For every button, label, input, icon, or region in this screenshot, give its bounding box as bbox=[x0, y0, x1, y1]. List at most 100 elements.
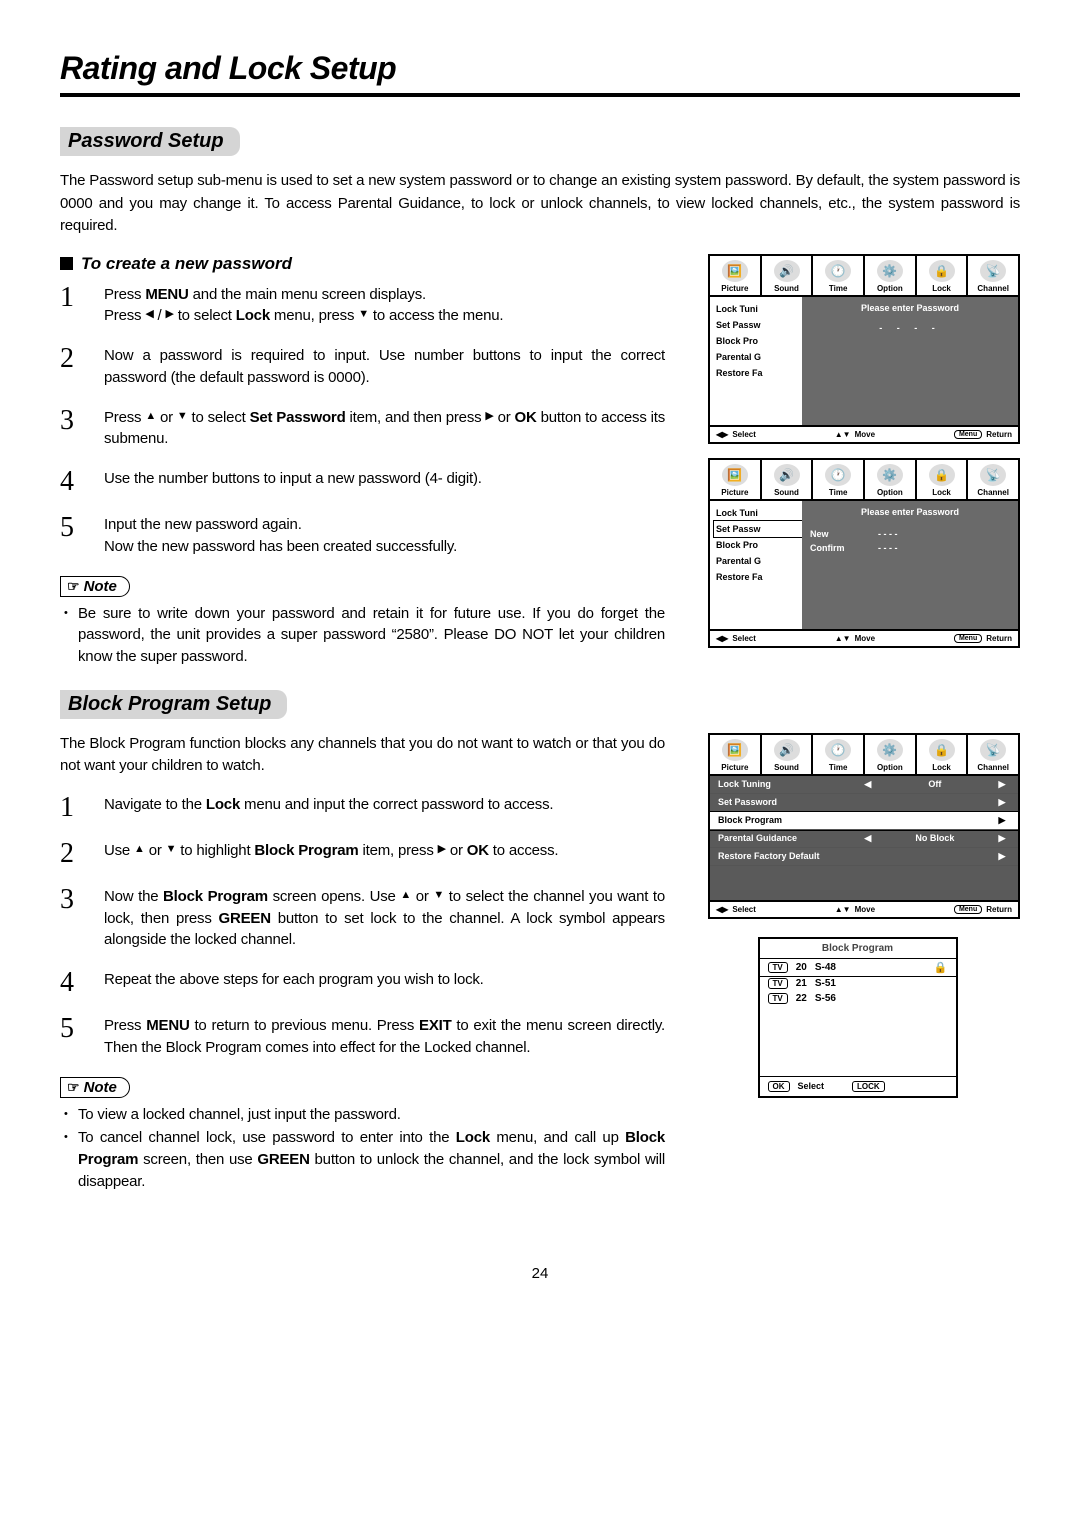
osd-confirm: Confirm bbox=[810, 543, 860, 553]
picture-icon: 🖼️ bbox=[722, 260, 748, 282]
lock-badge: LOCK bbox=[852, 1081, 885, 1092]
osd-side-item: Lock Tuni bbox=[714, 505, 802, 521]
pw-dots: - - - - bbox=[810, 323, 1010, 333]
osd-tab-time: 🕐Time bbox=[813, 254, 865, 297]
osd-menu-row: Parental Guidance◀No Block▶ bbox=[710, 830, 1018, 848]
osd-tab-lock: 🔒Lock bbox=[917, 254, 969, 297]
step-number: 5 bbox=[60, 514, 84, 558]
bp-title: Block Program bbox=[760, 939, 956, 959]
osd-tab-sound: 🔊Sound bbox=[762, 458, 814, 501]
bp-channel-row: TV20S-48🔒 bbox=[760, 959, 956, 976]
lr-icon: ◀▶ bbox=[716, 634, 728, 643]
note-text: Be sure to write down your password and … bbox=[64, 603, 665, 668]
page-number: 24 bbox=[60, 1265, 1020, 1282]
note-text: To view a locked channel, just input the… bbox=[64, 1104, 665, 1126]
tv-badge-icon: TV bbox=[768, 978, 788, 989]
time-icon: 🕐 bbox=[825, 739, 851, 761]
osd-menu-row: Block Program▶ bbox=[710, 812, 1018, 830]
osd-block-program-list: Block Program TV20S-48🔒TV21S-51TV22S-56 … bbox=[758, 937, 958, 1098]
page-title: Rating and Lock Setup bbox=[60, 50, 1020, 97]
osd-tab-picture: 🖼️Picture bbox=[710, 458, 762, 501]
osd-tab-option: ⚙️Option bbox=[865, 458, 917, 501]
osd-side-item: Restore Fa bbox=[714, 365, 802, 381]
hand-icon: ☞ bbox=[67, 578, 80, 595]
osd-tab-lock: 🔒Lock bbox=[917, 458, 969, 501]
sound-icon: 🔊 bbox=[774, 739, 800, 761]
ud-icon: ▲▼ bbox=[835, 430, 851, 439]
osd-menu-row: Lock Tuning◀Off▶ bbox=[710, 776, 1018, 794]
left-arrow-icon: ◀ bbox=[145, 307, 153, 323]
step-number: 2 bbox=[60, 345, 84, 389]
hand-icon: ☞ bbox=[67, 1079, 80, 1096]
create-password-subhead: To create a new password bbox=[81, 254, 292, 274]
osd-prompt: Please enter Password bbox=[810, 303, 1010, 313]
osd-new: New bbox=[810, 529, 860, 539]
step-text: Press MENU and the main menu screen disp… bbox=[104, 284, 665, 328]
right-arrow-icon: ▶ bbox=[485, 409, 493, 425]
time-icon: 🕐 bbox=[825, 464, 851, 486]
osd-tab-sound: 🔊Sound bbox=[762, 254, 814, 297]
up-arrow-icon: ▲ bbox=[400, 888, 411, 904]
right-arrow-icon: ▶ bbox=[165, 307, 173, 323]
ud-icon: ▲▼ bbox=[835, 905, 851, 914]
step-number: 5 bbox=[60, 1015, 84, 1059]
ok-badge: OK bbox=[768, 1081, 790, 1092]
lr-icon: ◀▶ bbox=[716, 430, 728, 439]
note-badge: ☞ Note bbox=[60, 576, 130, 597]
lock-icon: 🔒 bbox=[934, 961, 948, 974]
osd-tab-option: ⚙️Option bbox=[865, 733, 917, 776]
osd-tab-picture: 🖼️Picture bbox=[710, 254, 762, 297]
osd-menu-row: Set Password▶ bbox=[710, 794, 1018, 812]
osd-side-item: Restore Fa bbox=[714, 569, 802, 585]
osd-side-item: Block Pro bbox=[714, 333, 802, 349]
osd-side-item: Parental G bbox=[714, 349, 802, 365]
lock-icon: 🔒 bbox=[929, 739, 955, 761]
channel-icon: 📡 bbox=[980, 464, 1006, 486]
step-number: 4 bbox=[60, 468, 84, 496]
osd-tab-picture: 🖼️Picture bbox=[710, 733, 762, 776]
section-password-label: Password Setup bbox=[60, 127, 240, 156]
osd-tab-channel: 📡Channel bbox=[968, 458, 1020, 501]
osd-side-item: Lock Tuni bbox=[714, 301, 802, 317]
down-arrow-icon: ▼ bbox=[433, 888, 444, 904]
section-block-label: Block Program Setup bbox=[60, 690, 287, 719]
bp-channel-row: TV22S-56 bbox=[760, 991, 956, 1006]
step-number: 3 bbox=[60, 886, 84, 951]
time-icon: 🕐 bbox=[825, 260, 851, 282]
password-intro: The Password setup sub-menu is used to s… bbox=[60, 170, 1020, 238]
down-arrow-icon: ▼ bbox=[166, 842, 177, 858]
bp-select: Select bbox=[798, 1081, 825, 1091]
step-number: 4 bbox=[60, 969, 84, 997]
osd-lock-menu: 🖼️Picture🔊Sound🕐Time⚙️Option🔒Lock📡Channe… bbox=[708, 733, 1020, 919]
step-text: Navigate to the Lock menu and input the … bbox=[104, 794, 665, 822]
channel-icon: 📡 bbox=[980, 739, 1006, 761]
bp-channel-row: TV21S-51 bbox=[760, 976, 956, 991]
step-text: Use the number buttons to input a new pa… bbox=[104, 468, 665, 496]
osd-tab-option: ⚙️Option bbox=[865, 254, 917, 297]
step-number: 3 bbox=[60, 407, 84, 451]
step-text: Press ▲ or ▼ to select Set Password item… bbox=[104, 407, 665, 451]
step-text: Press MENU to return to previous menu. P… bbox=[104, 1015, 665, 1059]
step-text: Input the new password again. Now the ne… bbox=[104, 514, 665, 558]
note-text: To cancel channel lock, use password to … bbox=[64, 1127, 665, 1192]
lr-icon: ◀▶ bbox=[716, 905, 728, 914]
step-text: Now a password is required to input. Use… bbox=[104, 345, 665, 389]
step-text: Use ▲ or ▼ to highlight Block Program it… bbox=[104, 840, 665, 868]
lock-icon: 🔒 bbox=[929, 464, 955, 486]
sound-icon: 🔊 bbox=[774, 260, 800, 282]
picture-icon: 🖼️ bbox=[722, 739, 748, 761]
block-intro: The Block Program function blocks any ch… bbox=[60, 733, 665, 778]
osd-menu-row: Restore Factory Default▶ bbox=[710, 848, 1018, 866]
ud-icon: ▲▼ bbox=[835, 634, 851, 643]
down-arrow-icon: ▼ bbox=[358, 307, 369, 323]
down-arrow-icon: ▼ bbox=[177, 409, 188, 425]
osd-side-item: Block Pro bbox=[714, 537, 802, 553]
step-number: 1 bbox=[60, 794, 84, 822]
note-badge: ☞ Note bbox=[60, 1077, 130, 1098]
osd-tab-sound: 🔊Sound bbox=[762, 733, 814, 776]
osd-tab-channel: 📡Channel bbox=[968, 254, 1020, 297]
sound-icon: 🔊 bbox=[774, 464, 800, 486]
osd-password-enter: 🖼️Picture🔊Sound🕐Time⚙️Option🔒Lock📡Channe… bbox=[708, 254, 1020, 444]
osd-side-item: Set Passw bbox=[714, 521, 802, 537]
osd-side-item: Set Passw bbox=[714, 317, 802, 333]
